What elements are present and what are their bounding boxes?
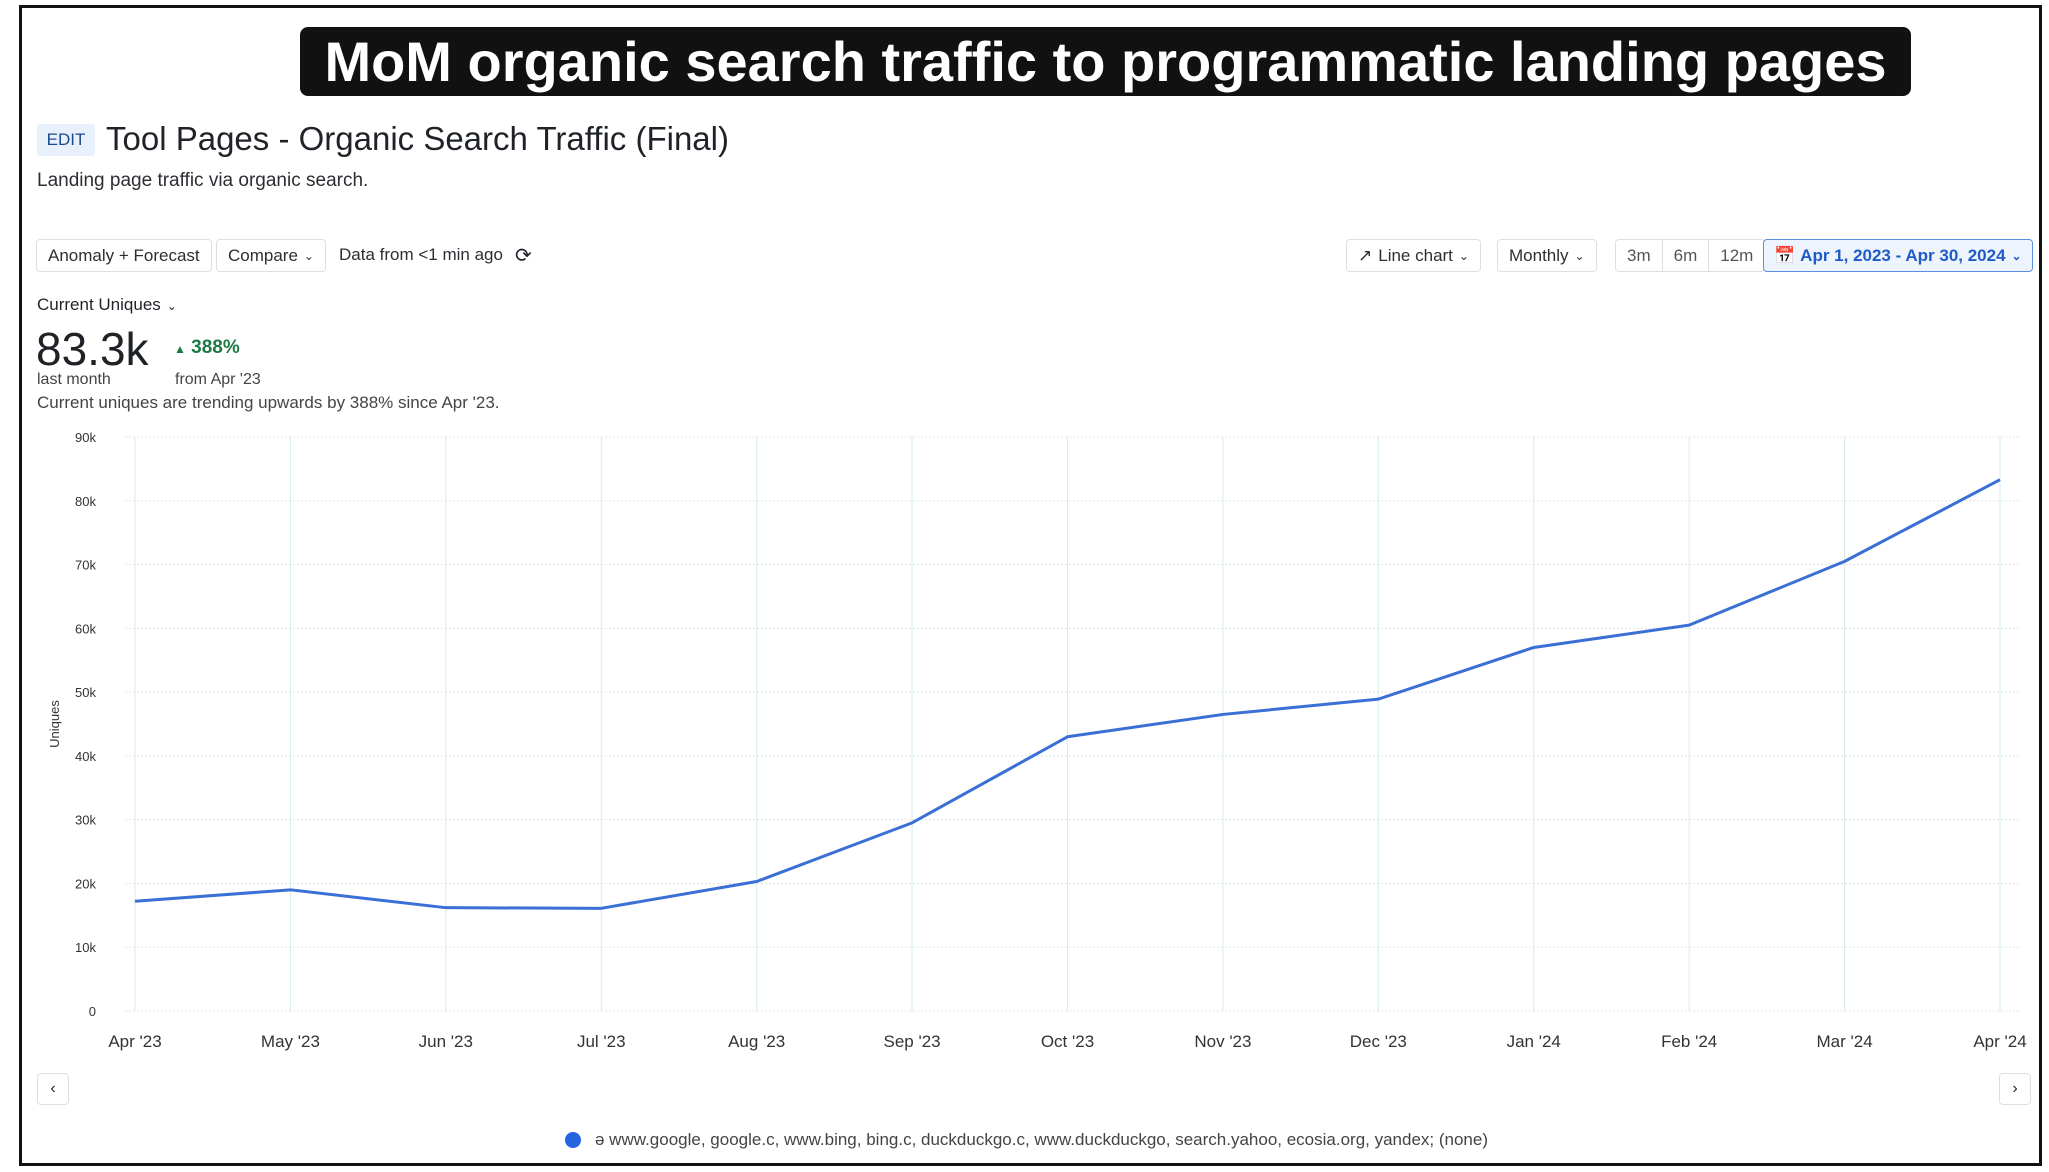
interval-label: Monthly [1509, 245, 1569, 265]
scroll-left-button[interactable]: ‹ [37, 1073, 69, 1105]
refresh-icon[interactable]: ⟳ [515, 245, 532, 267]
y-tick-label: 70k [75, 558, 96, 573]
value-caption: last month [37, 371, 111, 388]
chart-type-select[interactable]: ↗ Line chart ⌄ [1346, 239, 1481, 272]
x-tick-label: Dec '23 [1350, 1032, 1407, 1051]
compare-label: Compare [228, 245, 298, 265]
date-range-label: Apr 1, 2023 - Apr 30, 2024 [1800, 245, 2006, 265]
range-6m[interactable]: 6m [1663, 240, 1710, 271]
chevron-down-icon: ⌄ [303, 248, 314, 263]
range-12m[interactable]: 12m [1720, 245, 1754, 265]
x-tick-label: May '23 [261, 1032, 320, 1051]
delta-caption: from Apr '23 [175, 371, 261, 388]
trend-text: Current uniques are trending upwards by … [37, 393, 500, 412]
line-chart-icon: ↗ [1358, 245, 1373, 265]
delta-value: 388% [191, 337, 240, 358]
y-tick-label: 50k [75, 685, 96, 700]
chevron-down-icon: ⌄ [166, 299, 177, 313]
scroll-right-button[interactable]: › [1999, 1073, 2031, 1105]
x-tick-label: Apr '24 [1973, 1032, 2026, 1051]
legend-dot [565, 1132, 581, 1148]
chevron-down-icon: ⌄ [1458, 248, 1469, 263]
legend-label: ə www.google, google.c, www.bing, bing.c… [595, 1130, 1489, 1149]
edit-button[interactable]: EDIT [37, 124, 95, 156]
x-tick-label: Nov '23 [1194, 1032, 1251, 1051]
x-tick-label: Sep '23 [884, 1032, 941, 1051]
arrow-up-icon: ▲ [174, 342, 186, 356]
x-tick-label: Feb '24 [1661, 1032, 1717, 1051]
y-tick-label: 10k [75, 940, 96, 955]
x-tick-label: Jun '23 [419, 1032, 473, 1051]
line-chart: 0 10k 20k 30k 40k 50k 60k 70k 80k 90k Apr '23 May '… [47, 430, 2027, 1051]
banner-title: MoM organic search traffic to programmat… [300, 27, 1911, 96]
y-tick-label: 80k [75, 494, 96, 509]
frame [19, 5, 2042, 1166]
metric-delta: ▲ 388% [174, 337, 240, 359]
y-tick-label: 30k [75, 813, 96, 828]
y-tick-label: 40k [75, 749, 96, 764]
y-tick-label: 90k [75, 430, 96, 445]
x-tick-label: Apr '23 [108, 1032, 161, 1051]
chart-type-label: Line chart [1378, 245, 1453, 265]
x-tick-label: Jan '24 [1507, 1032, 1561, 1051]
interval-select[interactable]: Monthly ⌄ [1497, 239, 1597, 272]
x-tick-label: Aug '23 [728, 1032, 785, 1051]
chevron-down-icon: ⌄ [1574, 248, 1585, 263]
metric-select[interactable]: Current Uniques ⌄ [37, 295, 177, 315]
chevron-down-icon: ⌄ [2011, 248, 2022, 263]
metric-value: 83.3k [36, 323, 149, 375]
data-freshness: Data from <1 min ago [339, 245, 503, 264]
metric-label: Current Uniques [37, 295, 161, 314]
page-title: Tool Pages - Organic Search Traffic (Fin… [106, 120, 729, 157]
y-tick-label: 20k [75, 876, 96, 891]
anomaly-forecast-button[interactable]: Anomaly + Forecast [36, 239, 212, 272]
y-axis-label: Uniques [47, 700, 62, 748]
series-line [134, 478, 2001, 910]
range-segment: 3m 6m 12m [1615, 239, 1766, 272]
anomaly-label: Anomaly + Forecast [48, 245, 200, 265]
range-3m[interactable]: 3m [1616, 240, 1663, 271]
y-tick-label: 0 [89, 1004, 96, 1019]
calendar-icon: 📅 [1774, 245, 1796, 265]
y-tick-label: 60k [75, 621, 96, 636]
page-description: Landing page traffic via organic search. [37, 170, 369, 191]
legend: ə www.google, google.c, www.bing, bing.c… [565, 1130, 1488, 1150]
x-tick-label: Jul '23 [577, 1032, 626, 1051]
x-tick-label: Mar '24 [1817, 1032, 1873, 1051]
x-tick-label: Oct '23 [1041, 1032, 1094, 1051]
date-range-picker[interactable]: 📅 Apr 1, 2023 - Apr 30, 2024 ⌄ [1763, 239, 2033, 272]
compare-button[interactable]: Compare ⌄ [216, 239, 326, 272]
